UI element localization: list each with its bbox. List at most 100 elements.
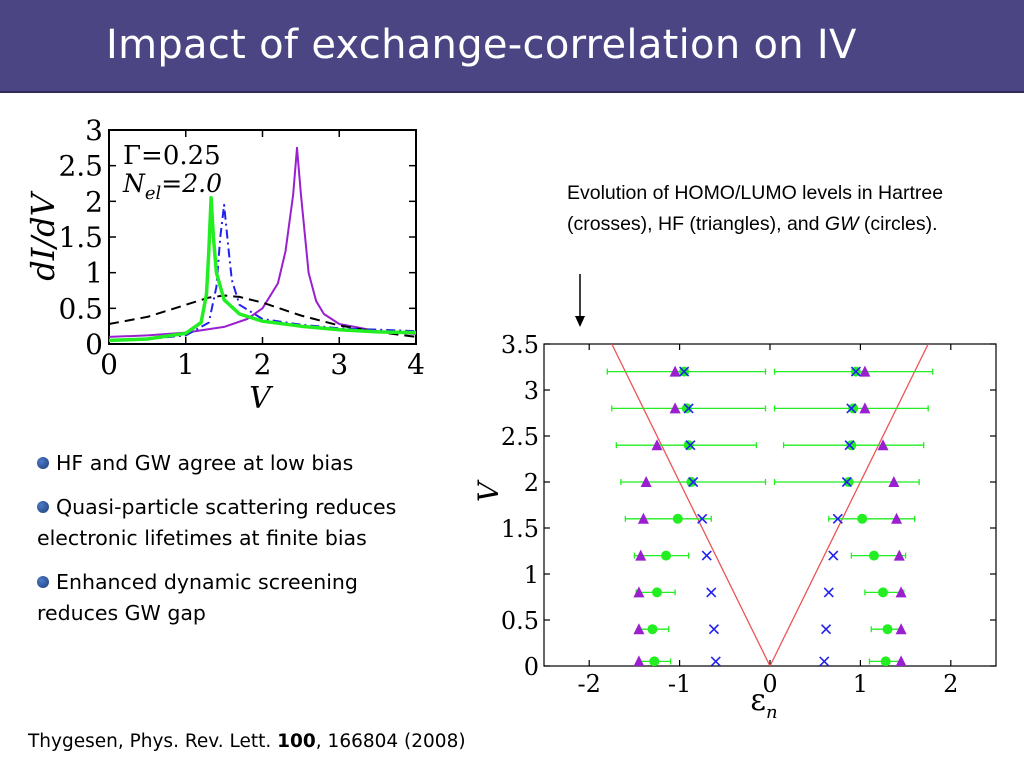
- hf-triangle: [651, 439, 663, 451]
- bullet-dot-icon: [37, 501, 49, 513]
- caption-gw: GW: [824, 213, 859, 235]
- series-line-dashdot-blue: [108, 203, 417, 342]
- bullet-text: Quasi-particle scattering reduces electr…: [37, 495, 397, 550]
- hf-triangle: [895, 586, 907, 598]
- x-tick-label: 1: [177, 348, 195, 381]
- series-line-solid-green: [108, 196, 417, 343]
- annotation-gamma: Γ=0.25: [123, 141, 221, 171]
- gw-circle: [843, 477, 854, 487]
- chart2-frame: [543, 343, 997, 667]
- hartree-cross: [683, 403, 694, 414]
- gw-circle: [848, 403, 859, 414]
- y-tick-label: 2.5: [58, 150, 103, 183]
- hf-triangle: [640, 476, 652, 487]
- gw-circle: [652, 587, 662, 598]
- y-tick-label: 0: [85, 328, 103, 361]
- caption: Evolution of HOMO/LUMO levels in Hartree…: [567, 178, 1007, 240]
- gw-circle: [686, 477, 697, 487]
- gw-circle: [681, 403, 692, 414]
- hf-triangle: [637, 512, 649, 524]
- hartree-cross: [832, 513, 843, 524]
- y-tick-label: 2: [524, 469, 539, 497]
- hf-triangle: [633, 586, 645, 598]
- hartree-cross: [820, 624, 832, 635]
- chart2-ylabel: V: [472, 479, 505, 502]
- y-tick-label: 1: [524, 561, 539, 589]
- y-tick-label: 0.5: [58, 292, 103, 325]
- levels-chart: -2 -1 0 1 200.511.522.533.5 εn V: [472, 331, 997, 723]
- hf-triangle: [669, 365, 681, 377]
- red-guide-line: [769, 344, 929, 666]
- gw-circle: [882, 624, 893, 635]
- bullet-item: Quasi-particle scattering reduces electr…: [37, 492, 437, 554]
- hartree-cross: [850, 366, 861, 377]
- gw-circle: [878, 587, 888, 598]
- hartree-cross: [828, 550, 839, 561]
- x-tick-label: 1: [853, 670, 868, 698]
- hartree-cross: [846, 403, 857, 414]
- caption-text-1: Evolution of HOMO/LUMO levels in Hartree…: [567, 182, 944, 235]
- hartree-cross: [679, 366, 690, 377]
- y-tick-label: 3: [85, 114, 103, 147]
- hf-triangle: [891, 512, 903, 524]
- bullet-item: Enhanced dynamic screening reduces GW ga…: [37, 567, 437, 629]
- x-tick-label: -1: [668, 670, 691, 698]
- y-tick-label: 1.5: [58, 221, 103, 254]
- x-tick-label: 0: [100, 348, 118, 381]
- x-tick-label: -2: [578, 670, 601, 698]
- bullet-dot-icon: [37, 576, 49, 588]
- x-tick-label: 0: [762, 670, 777, 698]
- gw-circle: [857, 513, 868, 524]
- citation-prefix: Thygesen, Phys. Rev. Lett.: [28, 731, 278, 752]
- gw-circle: [880, 656, 891, 666]
- hf-triangle: [888, 476, 900, 487]
- bullet-list: HF and GW agree at low bias Quasi-partic…: [37, 448, 437, 642]
- hf-triangle: [859, 402, 871, 414]
- hf-triangle: [877, 439, 889, 451]
- hartree-cross: [685, 440, 696, 451]
- gw-circle: [672, 513, 683, 524]
- hf-triangle: [635, 549, 647, 561]
- gw-circle: [683, 440, 694, 451]
- hf-triangle: [895, 655, 907, 666]
- down-arrow-icon: [575, 274, 585, 327]
- y-tick-label: 0.5: [501, 607, 539, 635]
- title-bar: Impact of exchange-correlation on IV: [0, 0, 1024, 93]
- hartree-cross: [844, 440, 855, 451]
- x-tick-label: 4: [407, 348, 425, 381]
- y-tick-label: 1.5: [501, 515, 539, 543]
- gw-circle: [661, 550, 672, 561]
- hartree-cross: [697, 513, 708, 524]
- y-tick-label: 0: [524, 653, 539, 681]
- hartree-cross: [701, 550, 712, 561]
- y-tick-label: 3.5: [501, 331, 539, 359]
- bullet-text: HF and GW agree at low bias: [56, 451, 354, 475]
- hartree-cross: [708, 624, 720, 635]
- hartree-cross: [841, 476, 852, 488]
- x-tick-label: 3: [330, 348, 348, 381]
- hf-triangle: [669, 402, 681, 414]
- y-tick-label: 2.5: [501, 423, 539, 451]
- x-tick-label: 2: [943, 670, 958, 698]
- citation-volume: 100: [277, 731, 316, 752]
- hartree-cross: [823, 587, 834, 598]
- gw-circle: [868, 550, 879, 561]
- y-tick-label: 2: [85, 185, 103, 218]
- slide-title: Impact of exchange-correlation on IV: [106, 22, 857, 68]
- x-tick-label: 2: [254, 348, 272, 381]
- caption-text-2: (circles).: [858, 213, 938, 235]
- chart1-ylabel: dI/dV: [24, 190, 62, 280]
- gw-circle: [647, 624, 658, 635]
- hf-triangle: [633, 623, 645, 635]
- hf-triangle: [633, 655, 645, 666]
- hartree-cross: [706, 587, 717, 598]
- hf-triangle: [893, 549, 905, 561]
- series-line-dashed-black: [108, 294, 417, 338]
- gw-circle: [649, 656, 660, 666]
- series-line-solid-purple: [108, 146, 417, 338]
- citation: Thygesen, Phys. Rev. Lett. 100, 166804 (…: [28, 731, 466, 752]
- hartree-cross: [688, 476, 699, 488]
- annotation-nel: Nel=2.0: [122, 169, 222, 204]
- hf-triangle: [859, 365, 871, 377]
- y-tick-label: 1: [85, 257, 103, 290]
